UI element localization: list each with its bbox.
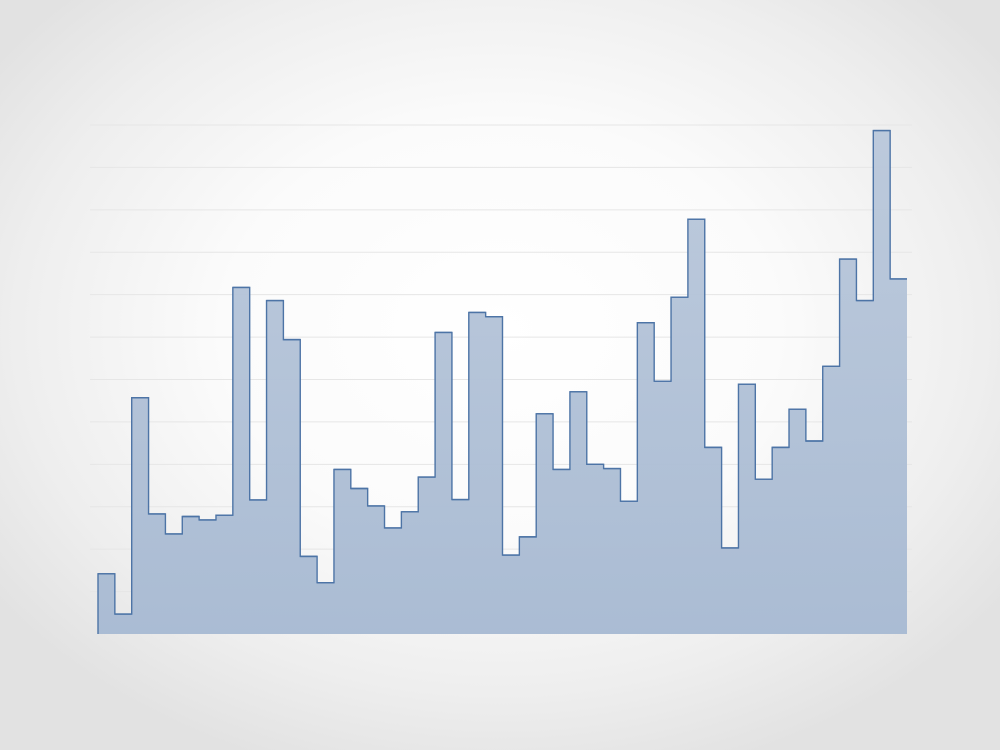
- series-area: [97, 129, 907, 634]
